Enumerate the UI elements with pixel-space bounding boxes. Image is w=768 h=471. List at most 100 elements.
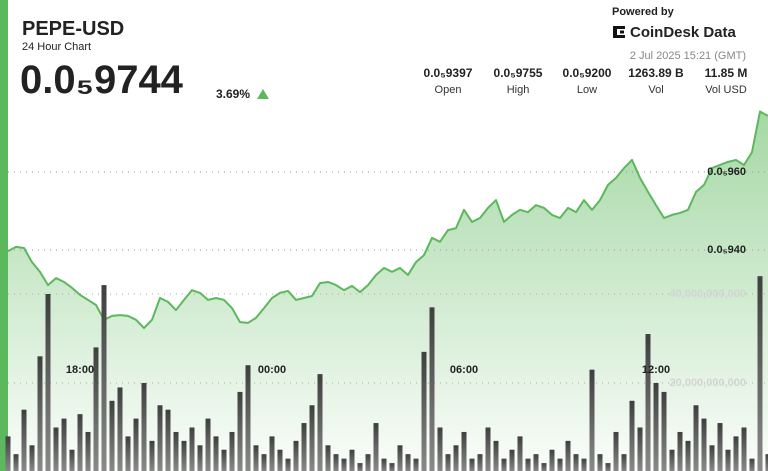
volume-bar: [261, 454, 267, 471]
volume-bar: [229, 431, 235, 471]
volume-bar: [509, 449, 515, 471]
price-area: [8, 111, 768, 471]
volume-bar: [125, 436, 131, 471]
volume-bar: [501, 458, 507, 471]
volume-bar: [237, 391, 243, 471]
volume-bar: [53, 427, 59, 471]
volume-bar: [541, 463, 547, 471]
volume-bar: [13, 454, 19, 471]
volume-bar: [357, 463, 363, 471]
stat-label: Open: [434, 84, 462, 96]
volume-bar: [29, 445, 35, 471]
x-tick-label: 06:00: [450, 364, 478, 376]
stat-label: Low: [576, 84, 598, 96]
volume-bar: [421, 351, 427, 471]
price: 0.0₅9744: [20, 58, 183, 102]
stat: 1263.89 B Vol: [621, 66, 691, 96]
volume-bar: [93, 347, 99, 471]
volume-bar: [205, 418, 211, 471]
volume-bar: [557, 458, 563, 471]
volume-bar: [413, 458, 419, 471]
volume-bar: [381, 458, 387, 471]
volume-bar: [741, 427, 747, 471]
y-tick-label: 0.0₅940: [707, 244, 746, 256]
y-tick-label: 40,000,000,000: [670, 288, 746, 300]
volume-bar: [517, 436, 523, 471]
volume-bar: [61, 418, 67, 471]
volume-bar: [389, 463, 395, 471]
volume-bar: [165, 409, 171, 471]
volume-bar: [101, 285, 107, 471]
stat-label: Vol: [648, 84, 664, 96]
volume-bar: [221, 449, 227, 471]
volume-bar: [333, 454, 339, 471]
volume-bar: [245, 365, 251, 471]
brand-logo: [613, 26, 625, 38]
x-tick-label: 18:00: [66, 364, 94, 376]
volume-bar: [597, 454, 603, 471]
volume-bar: [565, 440, 571, 471]
up-arrow: [257, 89, 269, 99]
volume-bar: [613, 431, 619, 471]
volume-bar: [141, 383, 147, 471]
volume-bar: [533, 454, 539, 471]
volume-bar: [269, 436, 275, 471]
stat: 0.0₅9397 Open: [413, 66, 483, 96]
volume-bar: [405, 454, 411, 471]
volume-bar: [149, 440, 155, 471]
x-tick-label: 00:00: [258, 364, 286, 376]
volume-bar: [445, 454, 451, 471]
stat: 0.0₅9200 Low: [552, 66, 622, 96]
accent-strip: [0, 0, 8, 471]
volume-bar: [133, 418, 139, 471]
stat: 11.85 M Vol USD: [691, 66, 761, 96]
brand: CoinDesk Data: [630, 24, 736, 41]
volume-bar: [733, 436, 739, 471]
x-tick-label: 12:00: [642, 364, 670, 376]
stat-value: 0.0₅9755: [493, 66, 543, 80]
stat-value: 1263.89 B: [628, 66, 684, 80]
stat-value: 0.0₅9200: [562, 66, 612, 80]
volume-bar: [293, 440, 299, 471]
volume-bar: [629, 400, 635, 471]
volume-bar: [437, 427, 443, 471]
y-tick-label: 0.0₅960: [707, 166, 746, 178]
volume-bar: [317, 374, 323, 471]
volume-bar: [365, 454, 371, 471]
volume-bar: [525, 458, 531, 471]
volume-bar: [373, 423, 379, 471]
volume-bar: [109, 400, 115, 471]
volume-bar: [173, 431, 179, 471]
volume-bar: [573, 454, 579, 471]
volume-bar: [181, 440, 187, 471]
volume-bar: [477, 454, 483, 471]
volume-bar: [765, 454, 768, 471]
volume-bar: [197, 445, 203, 471]
volume-bar: [461, 431, 467, 471]
stat-label: Vol USD: [705, 84, 747, 96]
volume-bar: [349, 449, 355, 471]
timestamp: 2 Jul 2025 15:21 (GMT): [629, 50, 746, 62]
volume-bar: [469, 458, 475, 471]
volume-bar: [645, 334, 651, 471]
volume-bar: [397, 445, 403, 471]
volume-bar: [685, 440, 691, 471]
stat-label: High: [506, 84, 530, 96]
stat: 0.0₅9755 High: [483, 66, 553, 96]
volume-bar: [5, 436, 11, 471]
volume-bar: [277, 449, 283, 471]
volume-bar: [709, 445, 715, 471]
volume-bar: [69, 449, 75, 471]
volume-bar: [749, 458, 755, 471]
volume-bar: [653, 383, 659, 471]
volume-bar: [453, 445, 459, 471]
subtitle: 24 Hour Chart: [22, 41, 92, 53]
volume-bar: [717, 423, 723, 471]
volume-bar: [493, 440, 499, 471]
volume-bar: [549, 449, 555, 471]
volume-bar: [605, 463, 611, 471]
change: 3.69%: [216, 87, 251, 101]
volume-bar: [21, 409, 27, 471]
